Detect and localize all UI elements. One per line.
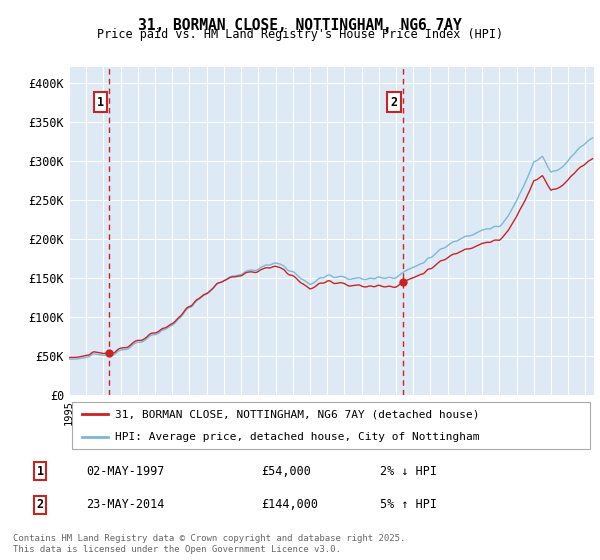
Text: 23-MAY-2014: 23-MAY-2014 [86, 498, 165, 511]
FancyBboxPatch shape [71, 403, 590, 449]
Text: £144,000: £144,000 [261, 498, 318, 511]
Text: 1: 1 [37, 465, 44, 478]
Text: 2% ↓ HPI: 2% ↓ HPI [380, 465, 437, 478]
Text: 1: 1 [97, 96, 104, 109]
Text: Contains HM Land Registry data © Crown copyright and database right 2025.
This d: Contains HM Land Registry data © Crown c… [13, 534, 406, 554]
Text: 31, BORMAN CLOSE, NOTTINGHAM, NG6 7AY: 31, BORMAN CLOSE, NOTTINGHAM, NG6 7AY [138, 18, 462, 33]
Text: 31, BORMAN CLOSE, NOTTINGHAM, NG6 7AY (detached house): 31, BORMAN CLOSE, NOTTINGHAM, NG6 7AY (d… [115, 409, 480, 419]
Text: 02-MAY-1997: 02-MAY-1997 [86, 465, 165, 478]
Text: 5% ↑ HPI: 5% ↑ HPI [380, 498, 437, 511]
Text: Price paid vs. HM Land Registry's House Price Index (HPI): Price paid vs. HM Land Registry's House … [97, 28, 503, 41]
Text: 2: 2 [391, 96, 398, 109]
Text: 2: 2 [37, 498, 44, 511]
Text: HPI: Average price, detached house, City of Nottingham: HPI: Average price, detached house, City… [115, 432, 480, 442]
Text: £54,000: £54,000 [261, 465, 311, 478]
